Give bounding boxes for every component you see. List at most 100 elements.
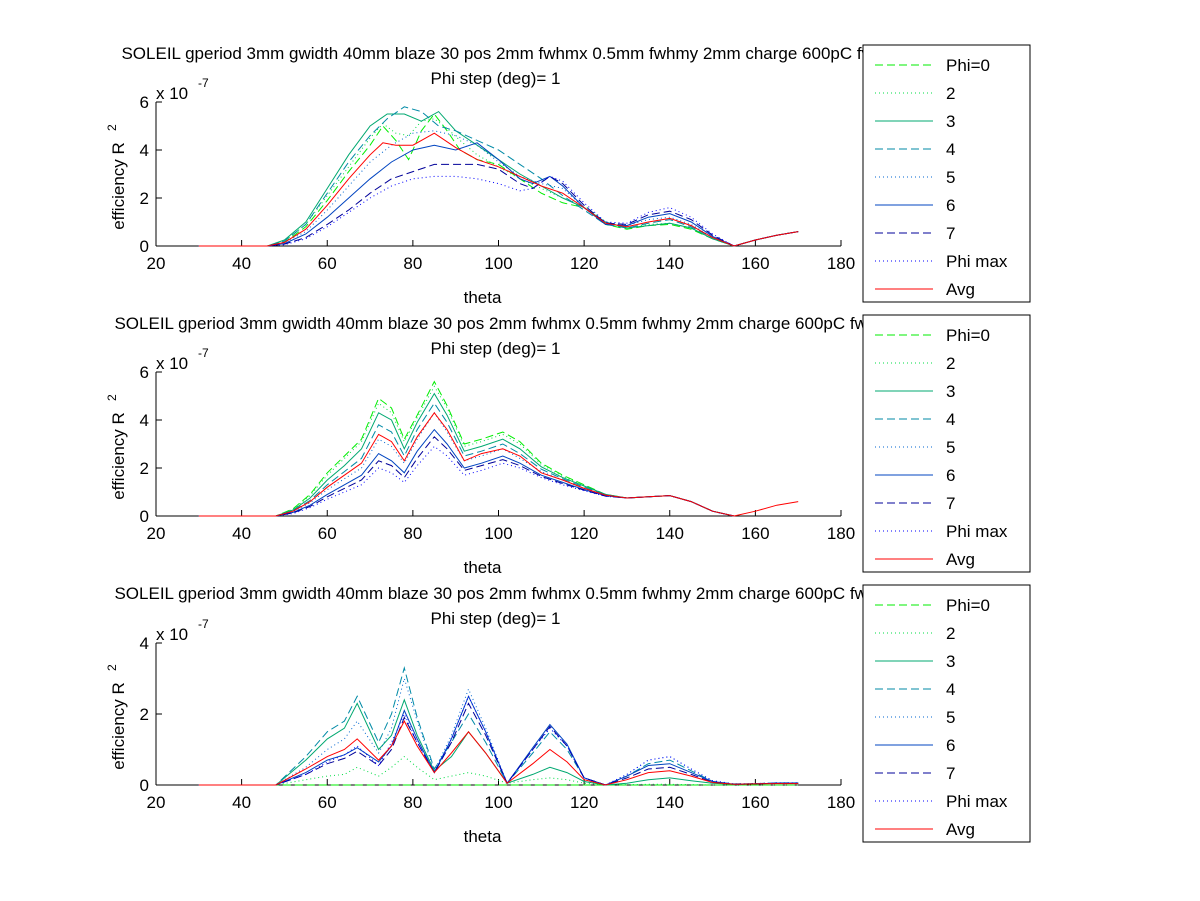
x-tick-label: 40 bbox=[232, 524, 251, 543]
x-tick-label: 180 bbox=[827, 254, 855, 273]
series-line-6 bbox=[198, 142, 799, 247]
y-axis-label: efficiency R bbox=[109, 142, 128, 230]
legend-label: 7 bbox=[946, 764, 955, 783]
x-tick-label: 80 bbox=[403, 254, 422, 273]
x-tick-label: 40 bbox=[232, 254, 251, 273]
y-axis-label-group: efficiency R 2 bbox=[105, 664, 128, 770]
y-axis-label-group: efficiency R 2 bbox=[105, 124, 128, 230]
series-line-4 bbox=[198, 402, 735, 517]
series-line-9 bbox=[198, 132, 799, 247]
legend-label: Phi max bbox=[946, 252, 1008, 271]
x-tick-label: 160 bbox=[741, 254, 769, 273]
y-tick-label: 2 bbox=[140, 705, 149, 724]
x-tick-label: 60 bbox=[318, 254, 337, 273]
x-tick-label: 180 bbox=[827, 793, 855, 812]
legend-label: Phi max bbox=[946, 792, 1008, 811]
series-line-9 bbox=[198, 720, 799, 786]
legend: Phi=0 2 3 4 5 6 7 Phi max Avg bbox=[862, 44, 1031, 303]
y-axis-label: efficiency R bbox=[109, 682, 128, 770]
x-axis-label: theta bbox=[464, 288, 502, 307]
x-tick-label: 140 bbox=[656, 793, 684, 812]
legend-label: 3 bbox=[946, 382, 955, 401]
chart-subtitle: Phi step (deg)= 1 bbox=[431, 339, 561, 358]
legend-label: 7 bbox=[946, 494, 955, 513]
legend-label: 5 bbox=[946, 168, 955, 187]
legend-label: Phi=0 bbox=[946, 56, 990, 75]
x-tick-label: 20 bbox=[147, 524, 166, 543]
x-tick-label: 80 bbox=[403, 524, 422, 543]
x-tick-label: 100 bbox=[484, 524, 512, 543]
chart-title: SOLEIL gperiod 3mm gwidth 40mm blaze 30 … bbox=[114, 584, 941, 603]
legend-label: 2 bbox=[946, 84, 955, 103]
legend-label: 6 bbox=[946, 736, 955, 755]
y-axis-label-superscript: 2 bbox=[105, 124, 119, 131]
y-tick-label: 4 bbox=[140, 411, 149, 430]
x-tick-label: 20 bbox=[147, 254, 166, 273]
y-axis-label-superscript: 2 bbox=[105, 394, 119, 401]
legend: Phi=0 2 3 4 5 6 7 Phi max Avg bbox=[862, 314, 1031, 573]
legend-box bbox=[862, 44, 1031, 303]
y-multiplier-base: x 10 bbox=[156, 354, 188, 373]
legend-label: 3 bbox=[946, 112, 955, 131]
x-tick-label: 140 bbox=[656, 254, 684, 273]
series-line-3 bbox=[198, 110, 799, 247]
chart-panel-2: SOLEIL gperiod 3mm gwidth 40mm blaze 30 … bbox=[105, 314, 1031, 577]
legend-label: 6 bbox=[946, 466, 955, 485]
legend-box bbox=[862, 584, 1031, 843]
legend-label: 5 bbox=[946, 438, 955, 457]
series-line-7 bbox=[198, 163, 799, 247]
x-tick-label: 20 bbox=[147, 793, 166, 812]
legend-label: Avg bbox=[946, 820, 975, 839]
x-tick-label: 60 bbox=[318, 524, 337, 543]
y-multiplier-base: x 10 bbox=[156, 625, 188, 644]
x-tick-label: 160 bbox=[741, 793, 769, 812]
legend-label: 5 bbox=[946, 708, 955, 727]
x-tick-label: 40 bbox=[232, 793, 251, 812]
legend-box bbox=[862, 314, 1031, 573]
x-tick-label: 160 bbox=[741, 524, 769, 543]
legend-label: 3 bbox=[946, 652, 955, 671]
y-tick-label: 4 bbox=[140, 634, 149, 653]
chart-panel-3: SOLEIL gperiod 3mm gwidth 40mm blaze 30 … bbox=[105, 584, 1031, 846]
x-tick-label: 60 bbox=[318, 793, 337, 812]
x-tick-label: 80 bbox=[403, 793, 422, 812]
x-tick-label: 140 bbox=[656, 524, 684, 543]
chart-subtitle: Phi step (deg)= 1 bbox=[431, 609, 561, 628]
x-tick-label: 180 bbox=[827, 524, 855, 543]
x-tick-label: 100 bbox=[484, 254, 512, 273]
y-tick-label: 4 bbox=[140, 141, 149, 160]
legend: Phi=0 2 3 4 5 6 7 Phi max Avg bbox=[862, 584, 1031, 843]
legend-label: 2 bbox=[946, 354, 955, 373]
y-tick-label: 0 bbox=[140, 776, 149, 795]
y-multiplier-exponent: -7 bbox=[198, 76, 209, 90]
y-tick-label: 6 bbox=[140, 93, 149, 112]
legend-label: 4 bbox=[946, 140, 955, 159]
y-tick-label: 2 bbox=[140, 459, 149, 478]
y-tick-label: 2 bbox=[140, 189, 149, 208]
chart-panel-1: SOLEIL gperiod 3mm gwidth 40mm blaze 30 … bbox=[105, 44, 1031, 307]
x-axis-label: theta bbox=[464, 827, 502, 846]
y-multiplier-exponent: -7 bbox=[198, 617, 209, 631]
y-multiplier-base: x 10 bbox=[156, 84, 188, 103]
y-multiplier-exponent: -7 bbox=[198, 346, 209, 360]
chart-subtitle: Phi step (deg)= 1 bbox=[431, 69, 561, 88]
legend-label: 7 bbox=[946, 224, 955, 243]
legend-label: Avg bbox=[946, 550, 975, 569]
legend-label: 2 bbox=[946, 624, 955, 643]
y-axis-label: efficiency R bbox=[109, 412, 128, 500]
series-line-4 bbox=[198, 106, 799, 247]
series-line-1 bbox=[198, 113, 799, 247]
series-line-9 bbox=[198, 411, 799, 517]
legend-label: Phi max bbox=[946, 522, 1008, 541]
y-axis-label-superscript: 2 bbox=[105, 664, 119, 671]
y-tick-label: 0 bbox=[140, 507, 149, 526]
x-axis-label: theta bbox=[464, 558, 502, 577]
legend-label: 4 bbox=[946, 680, 955, 699]
y-tick-label: 0 bbox=[140, 237, 149, 256]
legend-label: Phi=0 bbox=[946, 596, 990, 615]
chart-title: SOLEIL gperiod 3mm gwidth 40mm blaze 30 … bbox=[114, 314, 941, 333]
legend-label: 6 bbox=[946, 196, 955, 215]
legend-label: Avg bbox=[946, 280, 975, 299]
y-axis-label-group: efficiency R 2 bbox=[105, 394, 128, 500]
